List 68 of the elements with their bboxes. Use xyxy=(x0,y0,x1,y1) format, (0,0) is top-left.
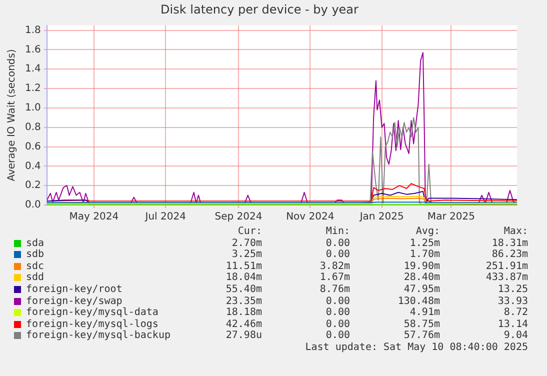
text: 86.23m xyxy=(492,249,528,260)
text: 8.76m xyxy=(320,284,350,295)
text: Avg: xyxy=(416,226,440,237)
legend-label: sdb xyxy=(26,249,44,260)
text: 1.70m xyxy=(410,249,440,260)
legend-label: sdd xyxy=(26,272,44,284)
text: 0.00 xyxy=(326,307,350,318)
legend-label: foreign-key/swap xyxy=(26,296,122,307)
text: 58.75m xyxy=(404,318,440,330)
text: 18.04m xyxy=(226,272,262,284)
text: 1.25m xyxy=(410,238,440,249)
text: 3.82m xyxy=(320,260,350,272)
legend-label: foreign-key/root xyxy=(26,284,122,295)
legend-label: sda xyxy=(26,238,44,249)
text: Min: xyxy=(326,226,350,237)
text: 0.00 xyxy=(326,318,350,330)
y-tick-label: 1.4 xyxy=(24,64,41,75)
y-tick-label: 1.0 xyxy=(24,102,41,114)
x-tick-label: May 2024 xyxy=(69,212,119,223)
text: 18.31m xyxy=(492,238,528,249)
y-axis-title: Average IO Wait (seconds) xyxy=(6,49,18,182)
text: 0.00 xyxy=(326,249,350,260)
text: 19.90m xyxy=(404,260,440,272)
legend-label: foreign-key/mysql-backup xyxy=(26,330,170,342)
text: 433.87m xyxy=(486,272,528,284)
y-tick-label: 1.8 xyxy=(24,24,41,36)
text: 0.00 xyxy=(326,238,350,249)
text: 33.93 xyxy=(498,296,528,307)
x-tick-label: Jan 2025 xyxy=(358,212,404,223)
y-tick-label: 1.6 xyxy=(24,44,41,56)
text: 251.91m xyxy=(486,260,528,272)
chart-title: Disk latency per device - by year xyxy=(160,2,359,16)
text: 18.18m xyxy=(226,307,262,318)
text: 11.51m xyxy=(226,260,262,272)
text: 4.91m xyxy=(410,307,440,318)
text: 2.70m xyxy=(232,238,262,249)
text: 0.00 xyxy=(326,296,350,307)
x-tick-label: Sep 2024 xyxy=(214,212,262,223)
text: 1.67m xyxy=(320,272,350,284)
text: 27.98u xyxy=(226,330,262,342)
y-tick-label: 0.0 xyxy=(24,200,41,211)
y-tick-label: 0.6 xyxy=(24,141,41,152)
x-tick-label: Mar 2025 xyxy=(427,212,475,223)
text: Max: xyxy=(504,226,528,237)
text: 130.48m xyxy=(398,296,440,307)
text: 0.00 xyxy=(326,330,350,342)
legend-label: sdc xyxy=(26,260,44,272)
y-tick-label: 0.2 xyxy=(24,180,41,192)
text: Cur: xyxy=(238,226,262,237)
text: 55.40m xyxy=(226,284,262,295)
x-tick-label: Nov 2024 xyxy=(286,212,334,223)
x-tick-label: Jul 2024 xyxy=(144,212,186,223)
text: 3.25m xyxy=(232,249,262,260)
text: 23.35m xyxy=(226,296,262,307)
text: 8.72 xyxy=(504,307,528,318)
y-tick-label: 0.8 xyxy=(24,122,41,133)
text: 42.46m xyxy=(226,318,262,330)
text: Last update: Sat May 10 08:40:00 2025 xyxy=(305,342,528,353)
text: 28.40m xyxy=(404,272,440,284)
y-tick-label: 0.4 xyxy=(24,160,41,172)
legend-label: foreign-key/mysql-logs xyxy=(26,318,158,330)
text: 57.76m xyxy=(404,330,440,342)
legend-label: foreign-key/mysql-data xyxy=(26,307,158,318)
y-tick-label: 1.2 xyxy=(24,83,41,94)
text: 47.95m xyxy=(404,284,440,295)
text: 13.25 xyxy=(498,284,528,295)
text: 9.04 xyxy=(504,330,528,342)
text: 13.14 xyxy=(498,318,528,330)
